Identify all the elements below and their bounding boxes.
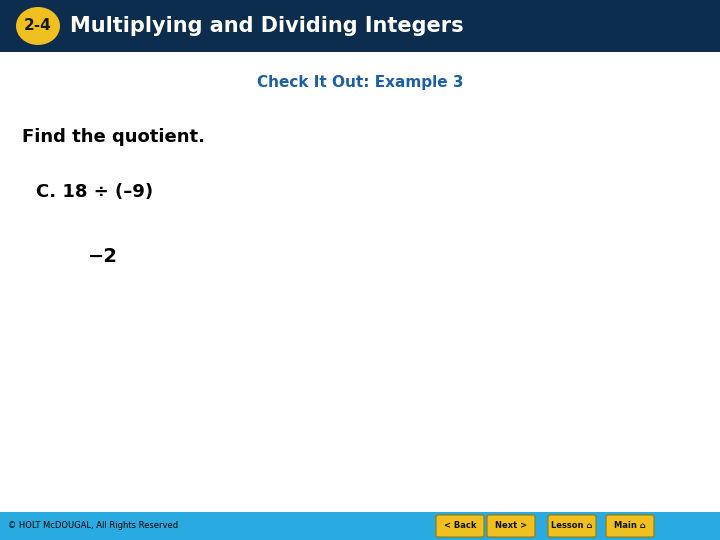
Text: Find the quotient.: Find the quotient. (22, 128, 205, 146)
Text: Multiplying and Dividing Integers: Multiplying and Dividing Integers (70, 16, 464, 36)
Bar (0, 512, 720, 540)
Text: Check It Out: Example 3: Check It Out: Example 3 (257, 75, 463, 90)
Text: 2-4: 2-4 (24, 18, 52, 33)
Text: Main ⌂: Main ⌂ (614, 522, 646, 530)
FancyBboxPatch shape (487, 515, 535, 537)
Text: © HOLT McDOUGAL, All Rights Reserved: © HOLT McDOUGAL, All Rights Reserved (8, 522, 178, 530)
Text: Next >: Next > (495, 522, 527, 530)
Text: Lesson ⌂: Lesson ⌂ (552, 522, 593, 530)
FancyBboxPatch shape (436, 515, 484, 537)
Text: C. 18 ÷ (–9): C. 18 ÷ (–9) (36, 183, 153, 201)
Text: < Back: < Back (444, 522, 476, 530)
FancyBboxPatch shape (548, 515, 596, 537)
Text: −2: −2 (88, 247, 118, 267)
Ellipse shape (16, 7, 60, 45)
FancyBboxPatch shape (606, 515, 654, 537)
Bar (0, 0, 720, 52)
